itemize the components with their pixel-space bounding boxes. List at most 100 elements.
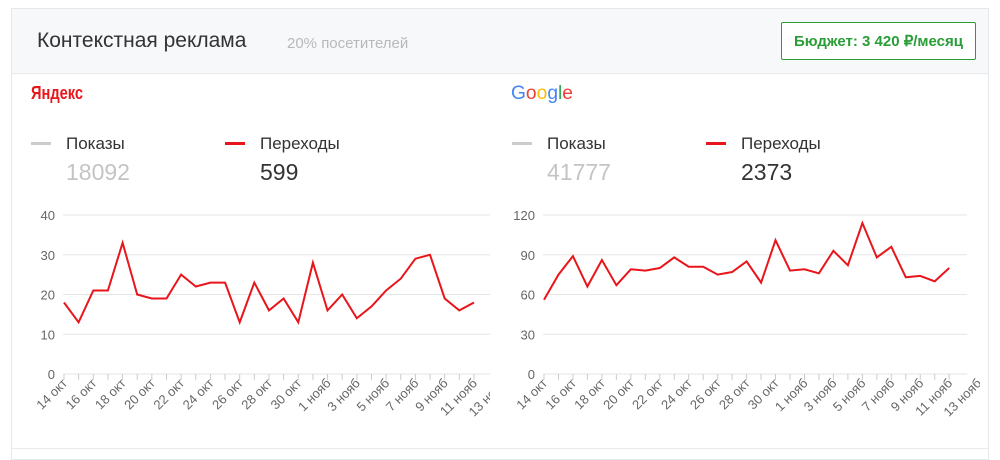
clicks-data-point[interactable]	[788, 269, 792, 273]
panel-subtitle: 20% посетителей	[287, 35, 409, 52]
clicks-data-point[interactable]	[208, 281, 212, 285]
clicks-data-point[interactable]	[428, 253, 432, 257]
y-tick-label: 30	[521, 327, 535, 342]
x-tick-label: 18 окт	[92, 375, 129, 412]
clicks-data-point[interactable]	[223, 281, 227, 285]
clicks-data-point[interactable]	[817, 271, 821, 275]
yandex-clicks-series-line	[63, 239, 475, 326]
clicks-data-point[interactable]	[340, 293, 344, 297]
y-tick-label: 10	[41, 327, 55, 342]
clicks-swatch	[225, 142, 245, 145]
clicks-data-point[interactable]	[614, 283, 618, 287]
clicks-data-point[interactable]	[846, 263, 850, 267]
y-tick-label: 20	[41, 288, 55, 303]
y-tick-label: 0	[48, 367, 55, 382]
y-tick-label: 120	[513, 208, 535, 223]
clicks-data-point[interactable]	[150, 296, 154, 300]
clicks-data-point[interactable]	[556, 273, 560, 277]
clicks-data-point[interactable]	[121, 241, 125, 245]
x-tick-label: 16 окт	[542, 375, 579, 412]
y-tick-label: 90	[521, 248, 535, 263]
clicks-data-point[interactable]	[918, 274, 922, 278]
clicks-data-point[interactable]	[701, 265, 705, 269]
clicks-data-point[interactable]	[282, 296, 286, 300]
yandex-clicks-label: Переходы	[260, 134, 340, 153]
clicks-data-point[interactable]	[238, 320, 242, 324]
google-clicks-series-line	[543, 220, 950, 301]
budget-button[interactable]: Бюджет: 3 420 ₽/месяц	[781, 22, 976, 60]
panel-title: Контекстная реклама	[37, 29, 247, 52]
clicks-data-point[interactable]	[629, 267, 633, 271]
google-logo-text: Google	[511, 83, 573, 104]
clicks-data-point[interactable]	[311, 261, 315, 265]
clicks-data-point[interactable]	[933, 279, 937, 283]
clicks-data-point[interactable]	[77, 320, 81, 324]
y-tick-label: 0	[528, 367, 535, 382]
google-logo-mark: Google	[511, 83, 573, 104]
clicks-data-point[interactable]	[730, 270, 734, 274]
clicks-data-point[interactable]	[267, 308, 271, 312]
clicks-data-point[interactable]	[62, 300, 66, 304]
x-tick-label: 28 окт	[716, 375, 753, 412]
clicks-data-point[interactable]	[889, 245, 893, 249]
clicks-data-point[interactable]	[875, 255, 879, 259]
clicks-data-point[interactable]	[571, 254, 575, 258]
clicks-data-point[interactable]	[179, 273, 183, 277]
clicks-data-point[interactable]	[759, 281, 763, 285]
clicks-data-point[interactable]	[413, 257, 417, 261]
clicks-data-point[interactable]	[399, 277, 403, 281]
clicks-data-point[interactable]	[774, 238, 778, 242]
yandex-clicks-value: 599	[260, 159, 299, 185]
x-tick-label: 28 окт	[238, 375, 275, 412]
clicks-data-point[interactable]	[443, 296, 447, 300]
yandex-logo: Яндекс	[31, 82, 101, 104]
clicks-data-point[interactable]	[384, 289, 388, 293]
clicks-data-point[interactable]	[457, 308, 461, 312]
y-tick-label: 30	[41, 248, 55, 263]
x-tick-label: 18 окт	[571, 375, 608, 412]
clicks-data-point[interactable]	[745, 259, 749, 263]
clicks-data-point[interactable]	[802, 267, 806, 271]
clicks-data-point[interactable]	[472, 300, 476, 304]
google-clicks-label: Переходы	[741, 134, 821, 153]
clicks-data-point[interactable]	[643, 269, 647, 273]
clicks-data-point[interactable]	[135, 293, 139, 297]
clicks-data-point[interactable]	[658, 266, 662, 270]
clicks-data-point[interactable]	[904, 275, 908, 279]
clicks-data-point[interactable]	[164, 296, 168, 300]
clicks-data-point[interactable]	[355, 316, 359, 320]
panel-header: Контекстная реклама 20% посетителей Бюдж…	[12, 9, 988, 74]
clicks-data-point[interactable]	[831, 249, 835, 253]
y-tick-label: 60	[521, 288, 535, 303]
clicks-data-point[interactable]	[106, 289, 110, 293]
clicks-data-point[interactable]	[326, 308, 330, 312]
panel-bottom-divider	[12, 448, 988, 449]
google-logo: Google	[511, 82, 591, 104]
clicks-data-point[interactable]	[672, 255, 676, 259]
impressions-swatch	[512, 142, 532, 145]
clicks-data-point[interactable]	[296, 320, 300, 324]
clicks-data-point[interactable]	[860, 221, 864, 225]
impressions-swatch	[31, 142, 51, 145]
x-tick-label: 22 окт	[150, 375, 187, 412]
clicks-data-point[interactable]	[369, 304, 373, 308]
clicks-data-point[interactable]	[687, 265, 691, 269]
clicks-data-point[interactable]	[947, 266, 951, 270]
clicks-data-point[interactable]	[252, 281, 256, 285]
clicks-data-point[interactable]	[600, 258, 604, 262]
clicks-data-point[interactable]	[91, 289, 95, 293]
google-clicks-value: 2373	[741, 159, 793, 185]
x-tick-label: 22 окт	[629, 375, 666, 412]
x-tick-label: 16 окт	[63, 375, 100, 412]
clicks-swatch	[706, 142, 726, 145]
clicks-data-point[interactable]	[542, 298, 546, 302]
clicks-data-point[interactable]	[716, 273, 720, 277]
clicks-data-point[interactable]	[585, 285, 589, 289]
y-tick-label: 40	[41, 208, 55, 223]
clicks-data-point[interactable]	[194, 285, 198, 289]
x-tick-label: 26 окт	[687, 375, 724, 412]
x-tick-label: 26 окт	[209, 375, 246, 412]
yandex-impressions-value: 18092	[66, 159, 130, 185]
